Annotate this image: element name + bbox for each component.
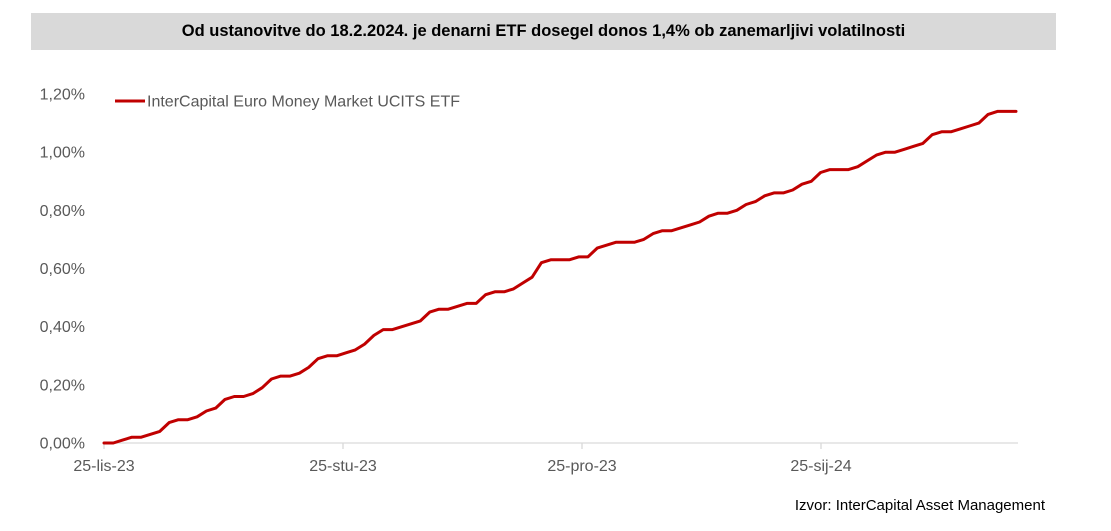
y-tick-label: 1,00% bbox=[40, 145, 85, 162]
chart-title: Od ustanovitve do 18.2.2024. je denarni … bbox=[181, 22, 906, 40]
y-tick-label: 0,80% bbox=[40, 203, 85, 220]
x-tick-label: 25-sij-24 bbox=[790, 458, 851, 475]
y-axis-labels: 0,00% 0,20% 0,40% 0,60% 0,80% 1,00% 1,20% bbox=[40, 87, 85, 453]
chart-title-bar: Od ustanovitve do 18.2.2024. je denarni … bbox=[31, 13, 1056, 50]
x-tick-label: 25-pro-23 bbox=[547, 458, 616, 475]
series-line bbox=[102, 109, 1018, 445]
legend: InterCapital Euro Money Market UCITS ETF bbox=[115, 94, 460, 111]
source-note: Izvor: InterCapital Asset Management bbox=[794, 497, 1045, 514]
x-tick-label: 25-lis-23 bbox=[73, 458, 134, 475]
y-tick-label: 1,20% bbox=[40, 87, 85, 104]
y-tick-label: 0,60% bbox=[40, 261, 85, 278]
y-tick-label: 0,00% bbox=[40, 436, 85, 453]
x-tick-label: 25-stu-23 bbox=[309, 458, 377, 475]
y-tick-label: 0,20% bbox=[40, 377, 85, 394]
y-tick-label: 0,40% bbox=[40, 319, 85, 336]
legend-label: InterCapital Euro Money Market UCITS ETF bbox=[147, 94, 460, 111]
series-layer bbox=[102, 109, 1018, 445]
x-axis: 25-lis-23 25-stu-23 25-pro-23 25-sij-24 bbox=[73, 442, 1018, 475]
